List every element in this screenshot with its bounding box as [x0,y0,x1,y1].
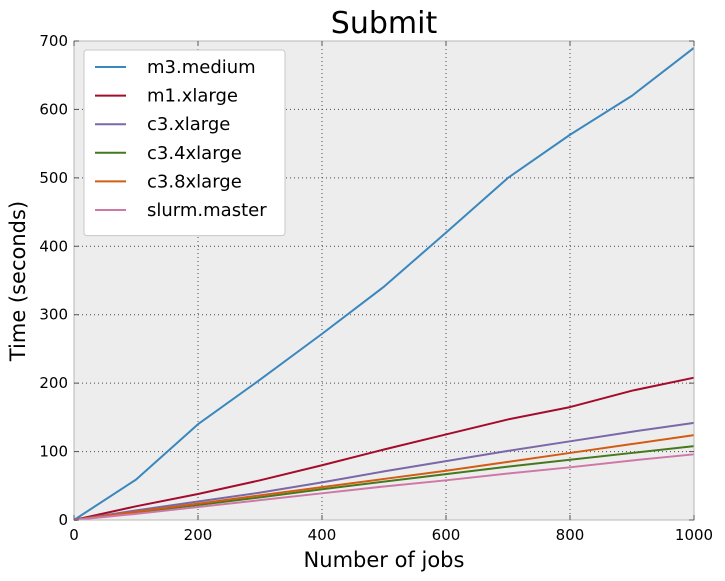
legend-label: slurm.master [147,200,267,221]
series-line-c3.8xlarge [73,434,695,521]
series-line-c3.4xlarge [73,445,695,521]
legend-label: c3.8xlarge [147,171,242,192]
y-tick-label: 600 [39,100,68,118]
x-tick-label: 600 [432,526,461,544]
series-lines [73,47,695,521]
x-tick-label: 1000 [675,526,713,544]
series-line-c3.xlarge [73,421,695,521]
plot-frame [73,40,695,521]
series-line-m3.medium [73,47,695,521]
x-tick-label: 400 [308,526,337,544]
x-tick-label: 800 [556,526,585,544]
y-tick-label: 100 [39,443,68,461]
legend-label: c3.xlarge [147,114,230,135]
y-tick-label: 0 [58,511,68,529]
y-tick-label: 700 [39,32,68,50]
y-tick-label: 300 [39,306,68,324]
x-tick-label: 200 [184,526,213,544]
x-tick-label: 0 [69,526,79,544]
y-tick-label: 400 [39,237,68,255]
chart-title: Submit [331,6,438,41]
legend-box [83,49,286,237]
legend: m3.medium m1.xlarge c3.xlarge c3.4xlarge c3.… [83,49,286,237]
axis-ticks: 0 200 400 600 800 1000 0 100 200 300 400 500 600 700 [39,32,713,544]
legend-label: c3.4xlarge [147,143,242,164]
y-tick-label: 500 [39,169,68,187]
y-tick-label: 200 [39,374,68,392]
legend-label: m3.medium [147,57,256,78]
y-axis-title: Time (seconds) [6,201,30,362]
series-line-slurm.master [73,453,695,521]
legend-label: m1.xlarge [147,86,238,107]
x-axis-title: Number of jobs [304,548,465,572]
series-line-m1.xlarge [73,376,695,521]
